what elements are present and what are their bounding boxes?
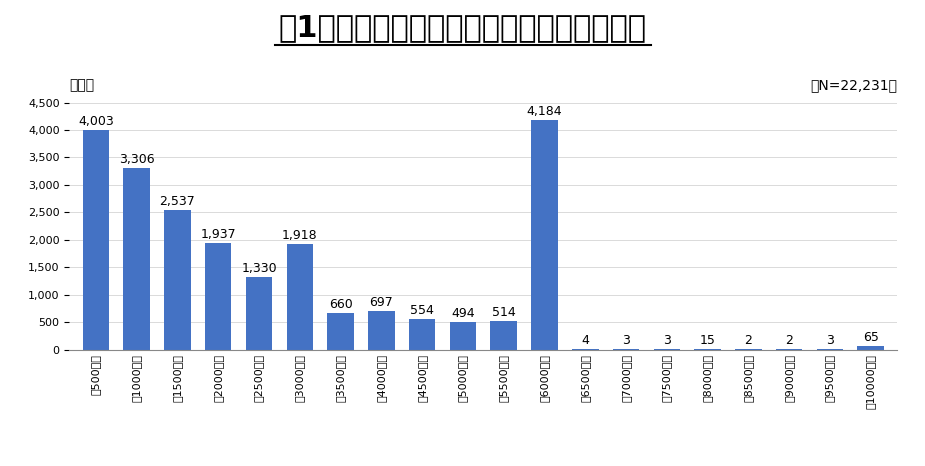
Text: 1,937: 1,937	[201, 228, 236, 241]
Text: （件）: （件）	[69, 79, 94, 93]
Bar	[165, 210, 191, 350]
Text: 15: 15	[699, 334, 716, 347]
Text: 660: 660	[328, 298, 352, 311]
Text: 65: 65	[863, 331, 879, 344]
Text: 697: 697	[369, 296, 393, 309]
Text: 2: 2	[745, 335, 752, 348]
Text: 554: 554	[410, 304, 434, 317]
Text: 第1回事業再構築補助金の応募金額別の件数: 第1回事業再構築補助金の応募金額別の件数	[278, 13, 647, 42]
Text: 2: 2	[785, 335, 793, 348]
Bar	[327, 313, 354, 350]
Text: （N=22,231）: （N=22,231）	[810, 79, 897, 93]
Text: 3: 3	[663, 335, 671, 348]
Text: 4: 4	[581, 335, 589, 347]
Text: 4,184: 4,184	[526, 105, 562, 118]
Bar	[368, 311, 395, 350]
Text: 3,306: 3,306	[118, 153, 154, 166]
Bar	[82, 130, 109, 350]
Text: 3: 3	[623, 335, 630, 348]
Text: 494: 494	[451, 308, 475, 321]
Bar	[695, 349, 721, 350]
Bar	[531, 120, 558, 350]
Text: 2,537: 2,537	[160, 195, 195, 208]
Bar	[246, 276, 272, 350]
Text: 4,003: 4,003	[78, 115, 114, 128]
Bar	[450, 322, 476, 350]
Bar	[857, 346, 884, 350]
Bar	[409, 319, 436, 350]
Text: 3: 3	[826, 335, 834, 348]
Bar	[287, 244, 313, 350]
Bar	[490, 321, 517, 350]
Text: 1,330: 1,330	[241, 261, 277, 274]
Bar	[123, 168, 150, 350]
Text: 514: 514	[492, 306, 515, 319]
Bar	[205, 243, 231, 350]
Text: 1,918: 1,918	[282, 229, 317, 242]
